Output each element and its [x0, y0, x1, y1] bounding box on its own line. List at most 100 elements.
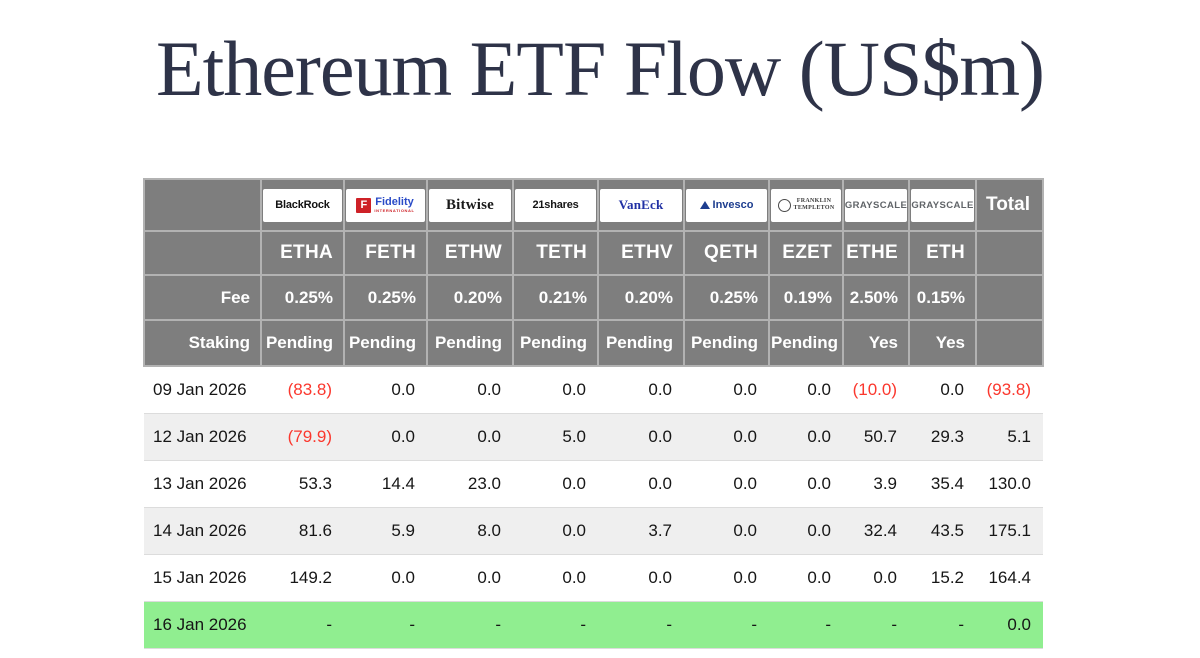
fee-value: 0.21% [512, 274, 599, 321]
date-cell: 12 Jan 2026 [153, 426, 247, 446]
data-row: 09 Jan 2026 (83.8) 0.0 0.0 0.0 0.0 0.0 0… [144, 366, 1043, 413]
flow-cell: 0.0 [648, 473, 672, 493]
date-cell: 13 Jan 2026 [153, 473, 247, 493]
grayscale-logo: GRAYSCALE [845, 188, 907, 222]
total-cell: (93.8) [986, 379, 1031, 399]
data-row: 15 Jan 2026 149.2 0.0 0.0 0.0 0.0 0.0 0.… [144, 554, 1043, 601]
page-title: Ethereum ETF Flow (US$m) [155, 25, 1045, 112]
21shares-wordmark: 21shares [532, 199, 579, 211]
total-cell: 0.0 [1007, 614, 1031, 634]
flow-cell: 5.9 [391, 520, 415, 540]
franklin-templeton-logo-cell: FRANKLIN TEMPLETON [768, 178, 844, 232]
staking-value: Pending [343, 319, 428, 367]
ticker-row: ETHA FETH ETHW TETH ETHV QETH EZET ETHE … [143, 230, 1044, 276]
grayscale-logo: GRAYSCALE [911, 188, 974, 222]
total-cell: 164.4 [988, 567, 1031, 587]
ticker-etha: ETHA [260, 230, 345, 276]
flow-cell: 3.9 [873, 473, 897, 493]
bitwise-wordmark: Bitwise [445, 196, 495, 213]
flow-cell: 29.3 [930, 426, 964, 446]
flow-cell: 0.0 [807, 379, 831, 399]
ticker-eth: ETH [908, 230, 977, 276]
grayscale-wordmark: GRAYSCALE [845, 199, 907, 211]
invesco-wordmark: Invesco [712, 199, 754, 211]
fee-value: 0.25% [683, 274, 770, 321]
flow-cell: - [958, 614, 964, 634]
ticker-total-blank [975, 230, 1044, 276]
date-cell: 15 Jan 2026 [153, 567, 247, 587]
data-row: 12 Jan 2026 (79.9) 0.0 0.0 5.0 0.0 0.0 0… [144, 413, 1043, 460]
fee-row-label: Fee [143, 274, 262, 321]
flow-cell: 0.0 [477, 567, 501, 587]
date-cell: 14 Jan 2026 [153, 520, 247, 540]
flow-cell: 0.0 [562, 379, 586, 399]
franklin-templeton-logo: FRANKLIN TEMPLETON [771, 188, 841, 222]
flow-cell: 0.0 [733, 520, 757, 540]
staking-value: Yes [842, 319, 910, 367]
flow-cell: 8.0 [477, 520, 501, 540]
staking-value: Pending [260, 319, 345, 367]
grayscale-eth-logo-cell: GRAYSCALE [908, 178, 977, 232]
staking-row: Staking Pending Pending Pending Pending … [143, 319, 1044, 367]
flow-cell: - [495, 614, 501, 634]
flow-cell: (79.9) [287, 426, 332, 446]
total-column-header: Total [975, 178, 1044, 232]
fee-row: Fee 0.25% 0.25% 0.20% 0.21% 0.20% 0.25% … [143, 274, 1044, 321]
vaneck-logo: VanEck [600, 188, 682, 222]
total-cell: 175.1 [988, 520, 1031, 540]
bitwise-logo: Bitwise [429, 188, 511, 222]
total-cell: 5.1 [1007, 426, 1031, 446]
ticker-ethe: ETHE [842, 230, 910, 276]
flow-cell: 0.0 [648, 379, 672, 399]
date-cell: 09 Jan 2026 [153, 379, 247, 399]
fee-value: 0.20% [597, 274, 685, 321]
flow-cell: 0.0 [562, 567, 586, 587]
ticker-ezet: EZET [768, 230, 844, 276]
staking-value: Pending [426, 319, 514, 367]
flow-cell: 15.2 [930, 567, 964, 587]
staking-total-blank [975, 319, 1044, 367]
flow-cell: 0.0 [391, 426, 415, 446]
flow-cell: 0.0 [807, 473, 831, 493]
flow-cell: 0.0 [807, 567, 831, 587]
staking-value: Pending [683, 319, 770, 367]
flow-cell: 0.0 [477, 379, 501, 399]
flow-cell: 0.0 [807, 426, 831, 446]
flow-cell: 23.0 [467, 473, 501, 493]
invesco-logo-cell: Invesco [683, 178, 770, 232]
staking-row-label: Staking [143, 319, 262, 367]
data-row: 14 Jan 2026 81.6 5.9 8.0 0.0 3.7 0.0 0.0… [144, 507, 1043, 554]
21shares-logo: 21shares [515, 188, 596, 222]
fee-value: 0.15% [908, 274, 977, 321]
flow-cell: (83.8) [287, 379, 332, 399]
invesco-mountain-icon [699, 201, 710, 209]
flow-cell: 3.7 [648, 520, 672, 540]
grayscale-wordmark: GRAYSCALE [911, 199, 974, 211]
vaneck-logo-cell: VanEck [597, 178, 685, 232]
flow-cell: 50.7 [863, 426, 897, 446]
staking-value: Pending [768, 319, 844, 367]
flow-cell: 0.0 [562, 473, 586, 493]
grayscale-ethe-logo-cell: GRAYSCALE [842, 178, 910, 232]
fee-value: 2.50% [842, 274, 910, 321]
staking-value: Pending [512, 319, 599, 367]
vaneck-wordmark: VanEck [618, 197, 664, 212]
franklin-templeton-wordmark: FRANKLIN TEMPLETON [793, 197, 835, 211]
flow-cell: - [891, 614, 897, 634]
flow-cell: - [666, 614, 672, 634]
flow-cell: 0.0 [562, 520, 586, 540]
flow-cell: 149.2 [289, 567, 332, 587]
date-cell: 16 Jan 2026 [153, 614, 247, 634]
flow-cell: 5.0 [562, 426, 586, 446]
flow-cell: 0.0 [648, 567, 672, 587]
fee-value: 0.19% [768, 274, 844, 321]
ticker-teth: TETH [512, 230, 599, 276]
blackrock-wordmark: BlackRock [275, 199, 330, 211]
fee-value: 0.25% [260, 274, 345, 321]
fidelity-logo-cell: F Fidelity INTERNATIONAL [343, 178, 428, 232]
flow-cell: 43.5 [930, 520, 964, 540]
fidelity-wordmark: Fidelity INTERNATIONAL [374, 196, 415, 213]
flow-cell: - [751, 614, 757, 634]
flow-cell: 0.0 [733, 426, 757, 446]
